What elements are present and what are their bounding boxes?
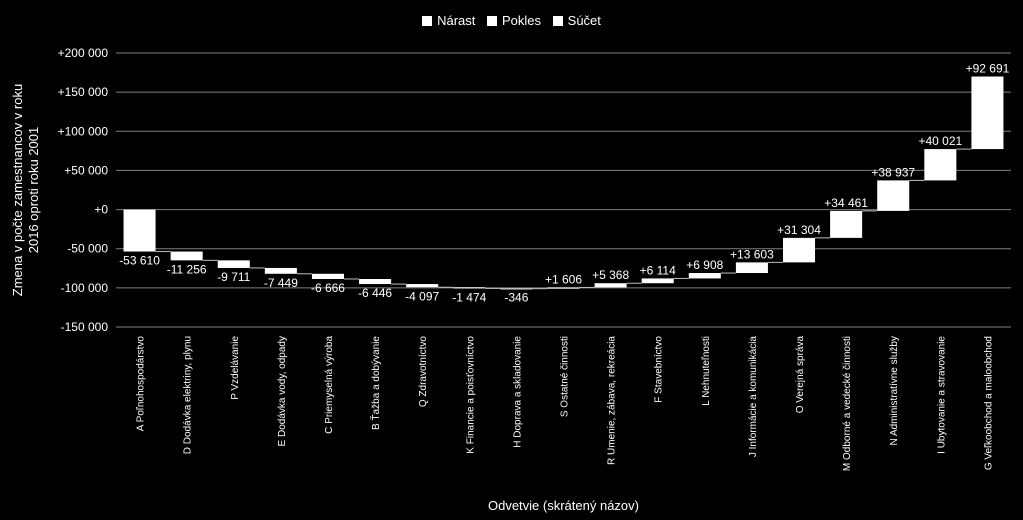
y-tick-label: +100 000 xyxy=(58,124,109,138)
data-label: -53 610 xyxy=(119,254,160,268)
category-label: E Dodávka vody, odpady xyxy=(277,336,288,446)
y-tick-label: -50 000 xyxy=(67,242,108,256)
y-tick-label: +200 000 xyxy=(58,46,109,60)
data-label: +6 908 xyxy=(686,258,723,272)
y-tick-label: +150 000 xyxy=(58,85,109,99)
legend-swatch-narast xyxy=(422,16,433,26)
data-label: -4 097 xyxy=(405,289,439,303)
waterfall-bar xyxy=(170,251,203,261)
legend-swatch-pokles xyxy=(487,16,497,26)
data-label: -346 xyxy=(504,291,528,305)
legend-label-narast: Nárast xyxy=(437,13,476,28)
waterfall-bar xyxy=(830,210,863,238)
data-label: +5 368 xyxy=(592,268,629,282)
waterfall-bar xyxy=(311,273,344,280)
legend-swatch-sucet xyxy=(552,16,563,26)
waterfall-bar xyxy=(735,262,768,274)
data-label: +38 937 xyxy=(871,165,915,179)
data-label: +40 021 xyxy=(918,134,962,148)
data-label: +31 304 xyxy=(777,223,821,237)
data-label: +1 606 xyxy=(545,272,582,286)
data-label: -7 449 xyxy=(264,276,298,290)
data-label: +13 603 xyxy=(730,247,774,261)
category-label: K Financie a poisťovníctvo xyxy=(465,336,476,454)
y-tick-label: -100 000 xyxy=(61,281,109,295)
waterfall-bar xyxy=(783,237,816,263)
y-tick-label: +0 xyxy=(94,203,108,217)
data-label: +6 114 xyxy=(640,263,676,277)
waterfall-bar xyxy=(641,278,674,284)
category-label: Q Zdravotníctvo xyxy=(418,336,429,408)
waterfall-bar xyxy=(123,209,156,252)
category-label: H Doprava a skladovanie xyxy=(512,336,523,448)
category-label: M Odborné a vedecké činnosti xyxy=(842,336,853,471)
waterfall-bar xyxy=(406,284,439,288)
y-axis-title-line: Zmena v počte zamestnancov v roku xyxy=(10,84,25,296)
category-label: S Ostatné činnosti xyxy=(560,336,571,417)
data-label: -11 256 xyxy=(167,262,207,276)
waterfall-bar xyxy=(547,287,580,289)
y-tick-label: -150 000 xyxy=(61,320,109,334)
legend-label-pokles: Pokles xyxy=(502,13,542,28)
waterfall-bar xyxy=(217,260,250,268)
waterfall-bar xyxy=(924,149,957,181)
data-label: -1 474 xyxy=(452,290,486,304)
waterfall-bar xyxy=(688,273,721,279)
y-axis-title-line: 2016 oproti roku 2001 xyxy=(26,127,41,253)
category-label: J Informácie a komunikácia xyxy=(748,336,759,458)
category-label: A Poľnohospodárstvo xyxy=(136,336,147,432)
category-label: N Administratívne služby xyxy=(889,336,900,446)
y-axis-title: Zmena v počte zamestnancov v roku2016 op… xyxy=(10,84,41,296)
waterfall-bar xyxy=(971,76,1004,150)
data-label: +92 691 xyxy=(966,62,1010,76)
legend-item-narast: Nárast xyxy=(422,13,475,28)
category-label: F Stavebníctvo xyxy=(654,336,665,403)
category-label: O Verejná správa xyxy=(795,336,806,414)
legend-item-sucet: Súčet xyxy=(552,13,601,28)
category-label: C Priemyselná výroba xyxy=(324,336,335,434)
category-label: G Veľkoobchod a maloobchod xyxy=(983,336,994,470)
waterfall-bar xyxy=(453,287,486,289)
legend-item-pokles: Pokles xyxy=(487,13,541,28)
legend-label-sucet: Súčet xyxy=(567,13,601,28)
category-label: L Nehnuteľnosti xyxy=(701,336,712,406)
category-label: I Ubytovanie a stravovanie xyxy=(936,336,947,454)
chart-legend: Nárast Pokles Súčet xyxy=(0,13,1023,28)
category-label: B Ťažba a dobývanie xyxy=(369,336,382,430)
data-label: +34 461 xyxy=(824,196,868,210)
y-tick-label: +50 000 xyxy=(64,163,108,177)
category-label: R Umenie, zábava, rekreácia xyxy=(607,336,618,465)
x-axis-title: Odvetvie (skrátený názov) xyxy=(488,498,639,513)
waterfall-bar xyxy=(264,267,297,274)
waterfall-bar xyxy=(359,279,392,285)
data-label: -9 711 xyxy=(217,270,250,284)
category-label: D Dodávka elektriny, plynu xyxy=(183,336,194,454)
waterfall-bar xyxy=(594,283,627,288)
data-label: -6 446 xyxy=(358,286,392,300)
waterfall-bar xyxy=(500,288,533,290)
category-label: P Vzdelávanie xyxy=(230,336,241,400)
waterfall-bar xyxy=(877,180,910,211)
data-label: -6 666 xyxy=(311,281,345,295)
